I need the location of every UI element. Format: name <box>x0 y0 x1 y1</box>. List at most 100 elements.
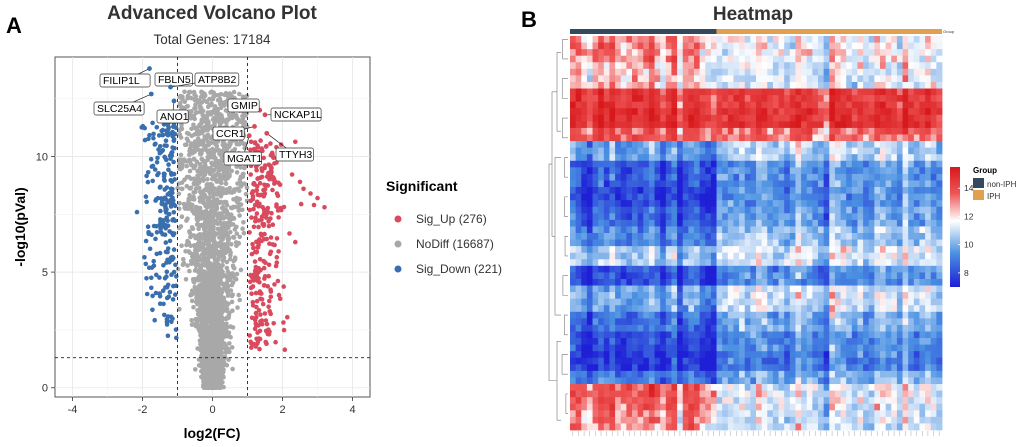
heatmap-cell <box>823 68 830 76</box>
heatmap-cell <box>682 167 689 175</box>
heatmap-cell <box>626 206 633 214</box>
heatmap-cell <box>823 88 830 96</box>
heatmap-cell <box>767 187 774 194</box>
heatmap-cell <box>665 81 672 89</box>
heatmap-cell <box>874 49 881 57</box>
point-nodiff <box>212 349 218 355</box>
heatmap-cell <box>795 134 802 142</box>
point-nodiff <box>234 170 240 175</box>
heatmap-cell <box>857 108 864 116</box>
point-nodiff <box>197 232 203 237</box>
heatmap-cell <box>818 42 825 50</box>
heatmap-cell <box>733 42 740 50</box>
heatmap-cell <box>761 206 768 214</box>
heatmap-cell <box>778 187 785 194</box>
heatmap-cell <box>609 88 616 96</box>
heatmap-cell <box>739 108 746 116</box>
heatmap-cell <box>615 108 622 116</box>
heatmap-cell <box>801 167 808 175</box>
point-nodiff <box>214 313 220 319</box>
heatmap-cell <box>609 62 616 70</box>
heatmap-cell <box>727 114 734 122</box>
heatmap-cell <box>834 180 841 188</box>
heatmap-cell <box>570 193 577 201</box>
heatmap-cell <box>699 55 706 63</box>
point-nodiff <box>186 174 192 180</box>
heatmap-cell <box>575 160 582 168</box>
heatmap-cell <box>671 193 678 201</box>
heatmap-cell <box>756 147 763 155</box>
point-nodiff <box>209 160 214 166</box>
heatmap-cell <box>885 114 892 122</box>
heatmap-cell <box>626 55 633 63</box>
heatmap-cell <box>744 108 751 116</box>
heatmap-cell <box>699 88 706 96</box>
heatmap-cell <box>812 147 819 155</box>
heatmap-cell <box>699 180 706 188</box>
heatmap-cell <box>913 173 920 181</box>
heatmap-cell <box>880 180 887 188</box>
heatmap-cell <box>722 49 729 57</box>
point-sig-down <box>151 258 156 264</box>
heatmap-cell <box>694 68 701 76</box>
heatmap-cell <box>902 134 909 142</box>
heatmap-cell <box>823 167 830 175</box>
heatmap-cell <box>750 108 757 116</box>
heatmap-cell <box>846 108 853 116</box>
heatmap-cell <box>880 141 887 149</box>
heatmap-cell <box>846 55 853 63</box>
heatmap-cell <box>615 193 622 201</box>
heatmap-cell <box>648 200 655 208</box>
heatmap-cell <box>632 68 639 76</box>
heatmap-cell <box>863 160 870 168</box>
heatmap-cell <box>868 187 875 194</box>
heatmap-cell <box>575 108 582 116</box>
point-nodiff <box>188 112 193 117</box>
heatmap-cell <box>609 75 616 83</box>
point-sig-up <box>247 279 253 285</box>
heatmap-cell <box>694 141 701 149</box>
heatmap-cell <box>908 75 915 83</box>
heatmap-cell <box>857 101 864 109</box>
point-nodiff <box>226 291 231 297</box>
heatmap-cell <box>710 88 717 96</box>
heatmap-cell <box>581 180 588 188</box>
point-nodiff <box>218 359 224 365</box>
heatmap-cell <box>705 55 712 63</box>
point-nodiff <box>221 214 226 220</box>
heatmap-cell <box>829 68 836 76</box>
heatmap-cell <box>801 49 808 57</box>
heatmap-cell <box>665 55 672 63</box>
point-sig-up <box>262 163 268 168</box>
heatmap-cell <box>902 147 909 155</box>
heatmap-cell <box>694 75 701 83</box>
point-sig-up <box>262 182 267 188</box>
heatmap-cell <box>902 49 909 57</box>
point-nodiff <box>202 192 207 198</box>
heatmap-cell <box>609 81 616 89</box>
heatmap-cell <box>660 193 667 201</box>
point-nodiff <box>204 289 209 295</box>
heatmap-cell <box>908 42 915 50</box>
heatmap-cell <box>840 127 847 135</box>
heatmap-cell <box>902 141 909 149</box>
heatmap-cell <box>750 134 757 142</box>
point-sig-down <box>145 224 151 229</box>
heatmap-cell <box>609 187 616 194</box>
heatmap-cell <box>936 141 943 149</box>
heatmap-cell <box>818 62 825 70</box>
heatmap-cell <box>846 62 853 70</box>
heatmap-cell <box>846 141 853 149</box>
heatmap-cell <box>660 187 667 194</box>
point-nodiff <box>219 223 225 228</box>
heatmap-cell <box>710 180 717 188</box>
point-nodiff <box>177 306 182 312</box>
heatmap-cell <box>722 147 729 155</box>
heatmap-cell <box>925 95 932 103</box>
heatmap-cell <box>925 36 932 43</box>
heatmap-cell <box>705 114 712 122</box>
heatmap-cell <box>778 114 785 122</box>
heatmap-cell <box>677 154 684 162</box>
heatmap-cell <box>896 187 903 194</box>
heatmap-cell <box>603 108 610 116</box>
